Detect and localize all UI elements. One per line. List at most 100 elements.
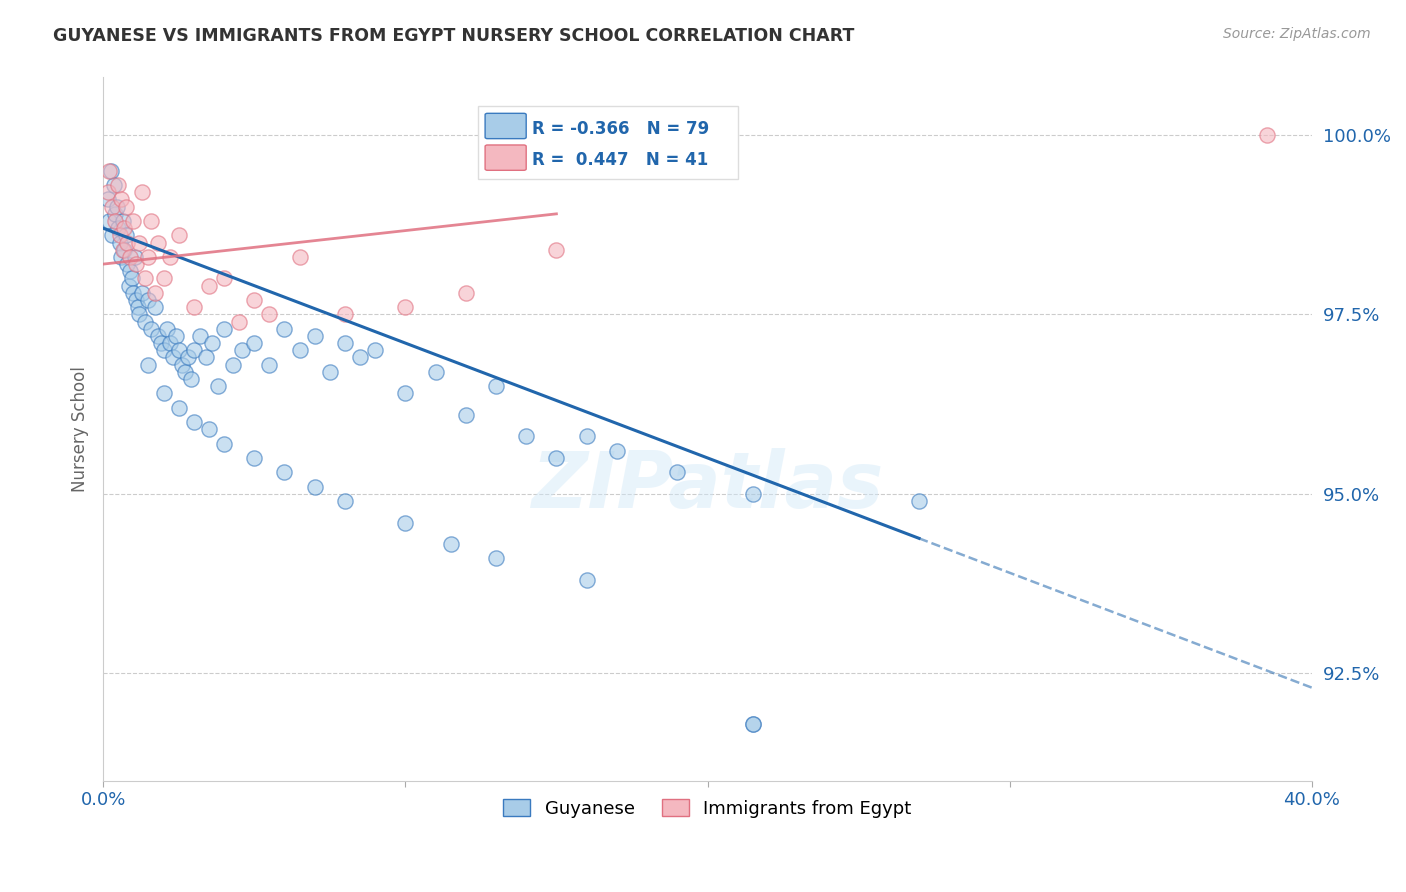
- Point: [128, 307, 150, 321]
- Point: [349, 351, 371, 365]
- Point: [741, 716, 763, 731]
- Point: [333, 307, 356, 321]
- Point: [120, 264, 142, 278]
- FancyBboxPatch shape: [485, 145, 526, 170]
- Point: [152, 343, 174, 358]
- Point: [212, 322, 235, 336]
- Point: [128, 235, 150, 250]
- Point: [104, 214, 127, 228]
- Point: [101, 200, 124, 214]
- Point: [201, 336, 224, 351]
- FancyBboxPatch shape: [478, 105, 738, 179]
- Point: [546, 450, 568, 465]
- Point: [243, 450, 266, 465]
- Point: [146, 235, 169, 250]
- Point: [131, 285, 153, 300]
- Y-axis label: Nursery School: Nursery School: [72, 367, 89, 492]
- Point: [100, 163, 122, 178]
- Point: [162, 351, 184, 365]
- Point: [319, 365, 342, 379]
- Point: [183, 415, 205, 429]
- Point: [155, 322, 177, 336]
- Point: [394, 386, 416, 401]
- Point: [114, 228, 136, 243]
- Point: [110, 193, 132, 207]
- Point: [485, 379, 508, 393]
- Point: [138, 250, 160, 264]
- FancyBboxPatch shape: [485, 113, 526, 138]
- Point: [198, 278, 221, 293]
- Point: [138, 293, 160, 307]
- Point: [97, 186, 120, 200]
- Point: [159, 250, 181, 264]
- Point: [273, 465, 295, 479]
- Point: [515, 429, 537, 443]
- Text: Source: ZipAtlas.com: Source: ZipAtlas.com: [1223, 27, 1371, 41]
- Point: [304, 329, 326, 343]
- Point: [167, 228, 190, 243]
- Point: [121, 271, 143, 285]
- Point: [183, 300, 205, 314]
- Point: [101, 228, 124, 243]
- Point: [117, 257, 139, 271]
- Point: [98, 214, 121, 228]
- Point: [259, 358, 281, 372]
- Point: [117, 235, 139, 250]
- Point: [103, 178, 125, 193]
- Point: [122, 214, 145, 228]
- Point: [485, 551, 508, 566]
- Point: [606, 443, 628, 458]
- Point: [440, 537, 463, 551]
- Point: [141, 322, 163, 336]
- Point: [198, 422, 221, 436]
- Point: [575, 429, 598, 443]
- Point: [134, 314, 156, 328]
- Point: [1256, 128, 1278, 142]
- Point: [108, 228, 131, 243]
- Point: [394, 516, 416, 530]
- Point: [207, 379, 229, 393]
- Point: [107, 178, 129, 193]
- Point: [243, 293, 266, 307]
- Point: [143, 300, 166, 314]
- Point: [143, 285, 166, 300]
- Point: [454, 408, 477, 422]
- Point: [110, 250, 132, 264]
- Point: [125, 257, 148, 271]
- Point: [394, 300, 416, 314]
- Point: [177, 351, 200, 365]
- Point: [127, 300, 149, 314]
- Point: [333, 336, 356, 351]
- Point: [183, 343, 205, 358]
- Point: [546, 243, 568, 257]
- Point: [159, 336, 181, 351]
- Legend: Guyanese, Immigrants from Egypt: Guyanese, Immigrants from Egypt: [496, 791, 920, 825]
- Point: [98, 163, 121, 178]
- Point: [111, 214, 134, 228]
- Point: [243, 336, 266, 351]
- Point: [259, 307, 281, 321]
- Point: [666, 465, 689, 479]
- Point: [167, 343, 190, 358]
- Point: [114, 200, 136, 214]
- Text: R = -0.366   N = 79: R = -0.366 N = 79: [533, 120, 710, 137]
- Point: [120, 250, 142, 264]
- Point: [149, 336, 172, 351]
- Point: [124, 250, 146, 264]
- Point: [152, 271, 174, 285]
- Point: [108, 235, 131, 250]
- Point: [741, 487, 763, 501]
- Point: [575, 573, 598, 587]
- Text: GUYANESE VS IMMIGRANTS FROM EGYPT NURSERY SCHOOL CORRELATION CHART: GUYANESE VS IMMIGRANTS FROM EGYPT NURSER…: [53, 27, 855, 45]
- Point: [173, 365, 195, 379]
- Point: [333, 494, 356, 508]
- Point: [146, 329, 169, 343]
- Point: [105, 200, 128, 214]
- Point: [454, 285, 477, 300]
- Point: [180, 372, 202, 386]
- Point: [167, 401, 190, 415]
- Point: [194, 351, 217, 365]
- Point: [212, 271, 235, 285]
- Point: [122, 285, 145, 300]
- Point: [231, 343, 253, 358]
